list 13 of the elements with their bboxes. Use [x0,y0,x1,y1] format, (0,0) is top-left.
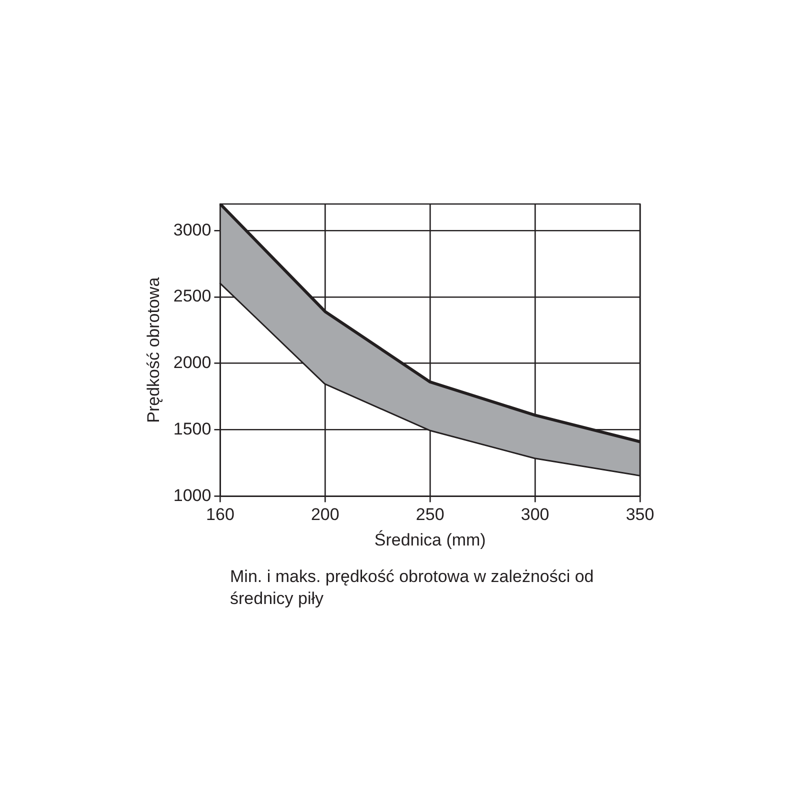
x-tick-label: 250 [416,505,444,524]
x-axis-title: Średnica (mm) [374,529,486,550]
y-tick-label: 2500 [173,286,212,306]
x-tick-label: 300 [520,505,550,524]
y-tick-label: 3000 [173,220,212,240]
y-tick-label: 1000 [173,486,212,505]
x-tick-label: 200 [310,505,340,524]
y-tick-label: 2000 [173,353,212,372]
text: Min. i maks. prędkość obrotowa w zależności od średnicy piły [230,566,595,610]
x-tick-label: 350 [626,505,654,524]
y-axis-title: Prędkość obrotowa [144,276,163,423]
x-tick-label: 160 [206,505,234,524]
y-tick-label: 1500 [173,419,212,438]
